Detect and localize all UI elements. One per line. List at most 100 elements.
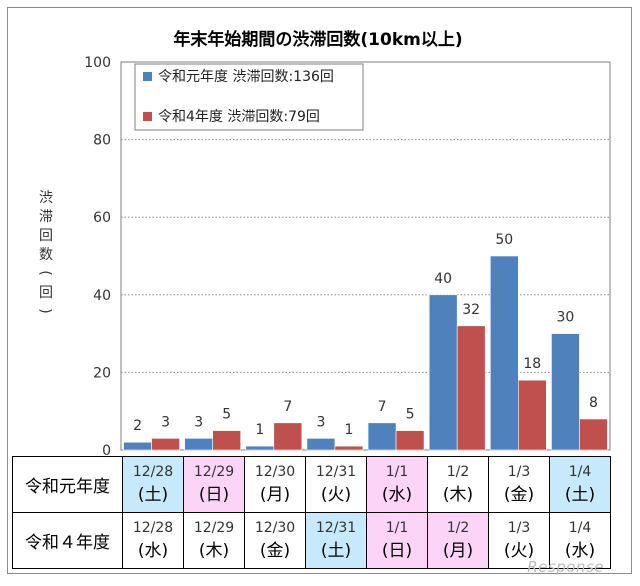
weekday-text: (月)	[442, 540, 474, 561]
plot-area	[120, 61, 611, 451]
bar-reiwa-4nendo	[151, 438, 180, 451]
date-cell: 12/29 (日)	[183, 456, 245, 513]
bar-data-label: 40	[434, 271, 452, 287]
legend-label: 令和4年度 渋滞回数:79回	[158, 109, 320, 125]
weekday-text: (火)	[320, 484, 352, 505]
bar-data-label: 1	[255, 422, 264, 438]
bar-reiwa-gannendo	[428, 294, 458, 451]
weekday-text: (水)	[137, 540, 169, 561]
date-cell: 1/2 (木)	[427, 456, 489, 513]
y-tick-label: 60	[93, 210, 111, 226]
bar-reiwa-gannendo	[184, 438, 213, 451]
date-text: 1/1	[385, 519, 409, 536]
figure-frame	[7, 7, 632, 574]
bar-data-label: 30	[557, 310, 575, 326]
weekday-text: (金)	[259, 540, 291, 561]
weekday-text: (水)	[564, 540, 596, 561]
weekday-text: (土)	[320, 540, 352, 561]
weekday-text: (火)	[503, 540, 535, 561]
bar-data-label: 7	[378, 399, 387, 415]
date-cell: 12/29 (木)	[183, 512, 245, 569]
bar-data-label: 50	[495, 232, 513, 248]
date-text: 12/30	[254, 519, 296, 536]
watermark-logo: Response	[527, 558, 604, 576]
bar-data-label: 8	[589, 395, 598, 411]
legend-box	[134, 63, 364, 131]
y-axis-label-char: )	[37, 308, 53, 313]
bar-data-label: 3	[161, 414, 170, 430]
bar-reiwa-gannendo	[245, 445, 275, 451]
bar-reiwa-gannendo	[551, 333, 580, 451]
legend-swatch	[143, 72, 152, 81]
weekday-text: (水)	[381, 484, 413, 505]
bar-data-label: 5	[222, 407, 231, 423]
weekday-text: (土)	[564, 484, 596, 505]
date-text: 12/29	[193, 519, 235, 536]
y-tick-label: 100	[84, 55, 111, 71]
date-cell: 1/2 (月)	[427, 512, 489, 569]
date-cell: 1/4 (土)	[549, 456, 611, 513]
bar-reiwa-gannendo	[490, 255, 519, 451]
date-cell: 12/28 (水)	[122, 512, 184, 569]
bar-data-label: 32	[462, 302, 480, 318]
date-text: 12/31	[315, 463, 357, 480]
row-label: 令和元年度	[12, 456, 123, 513]
date-text: 12/28	[132, 519, 174, 536]
bar-reiwa-gannendo	[367, 422, 397, 451]
bar-reiwa-gannendo	[123, 441, 152, 451]
weekday-text: (木)	[198, 540, 230, 561]
y-tick-label: 20	[93, 365, 111, 381]
date-text: 1/4	[568, 463, 592, 480]
y-tick-label: 80	[93, 133, 111, 149]
date-cell: 12/28 (土)	[122, 456, 184, 513]
date-text: 12/29	[193, 463, 235, 480]
bar-data-label: 3	[316, 414, 325, 430]
y-axis-label-char: 回	[39, 285, 53, 301]
date-cell: 1/4 (水)	[549, 512, 611, 569]
bar-reiwa-gannendo	[306, 438, 336, 451]
y-axis-label-char: (	[37, 270, 53, 275]
bar-reiwa-4nendo	[212, 430, 241, 451]
date-cell: 1/1 (水)	[366, 456, 428, 513]
bar-data-label: 18	[523, 356, 541, 372]
date-table: 令和元年度 12/28 (土) 12/29 (日) 12/30 (月) 12/31 (火) 1/…	[12, 456, 611, 569]
date-text: 12/30	[254, 463, 296, 480]
weekday-text: (金)	[503, 484, 535, 505]
bar-data-label: 2	[133, 418, 142, 434]
date-cell: 1/1 (日)	[366, 512, 428, 569]
date-text: 1/2	[446, 519, 470, 536]
date-text: 12/31	[315, 519, 357, 536]
weekday-text: (木)	[442, 484, 474, 505]
row-label: 令和４年度	[12, 512, 123, 569]
bar-reiwa-4nendo	[273, 422, 303, 451]
legend-swatch	[143, 112, 152, 121]
table-row-reiwa-gannendo: 令和元年度 12/28 (土) 12/29 (日) 12/30 (月) 12/31 (火) 1/…	[12, 456, 611, 513]
date-text: 1/3	[507, 463, 531, 480]
y-tick-label: 0	[102, 443, 111, 459]
y-axis-label-char: 回	[39, 228, 53, 244]
date-text: 1/1	[385, 463, 409, 480]
legend-label: 令和元年度 渋滞回数:136回	[158, 69, 334, 85]
bar-reiwa-4nendo	[456, 325, 486, 451]
date-cell: 12/30 (月)	[244, 456, 306, 513]
date-cell: 12/31 (火)	[305, 456, 367, 513]
y-axis-label-char: 滞	[39, 209, 53, 225]
date-cell: 12/31 (土)	[305, 512, 367, 569]
bar-reiwa-4nendo	[579, 418, 608, 451]
bar-data-label: 3	[194, 414, 203, 430]
y-tick-label: 40	[93, 288, 111, 304]
date-text: 1/3	[507, 519, 531, 536]
y-axis-label-char: 渋	[39, 190, 53, 206]
bar-data-label: 1	[344, 422, 353, 438]
weekday-text: (月)	[259, 484, 291, 505]
chart-title: 年末年始期間の渋滞回数(10km以上)	[173, 29, 462, 50]
table-row-reiwa-4nendo: 令和４年度 12/28 (水) 12/29 (木) 12/30 (金) 12/31 (土) 1/…	[12, 512, 611, 569]
bar-data-label: 7	[283, 399, 292, 415]
weekday-text: (日)	[381, 540, 413, 561]
date-text: 12/28	[132, 463, 174, 480]
date-text: 1/2	[446, 463, 470, 480]
weekday-text: (土)	[137, 484, 169, 505]
date-text: 1/4	[568, 519, 592, 536]
bar-data-label: 5	[406, 407, 415, 423]
